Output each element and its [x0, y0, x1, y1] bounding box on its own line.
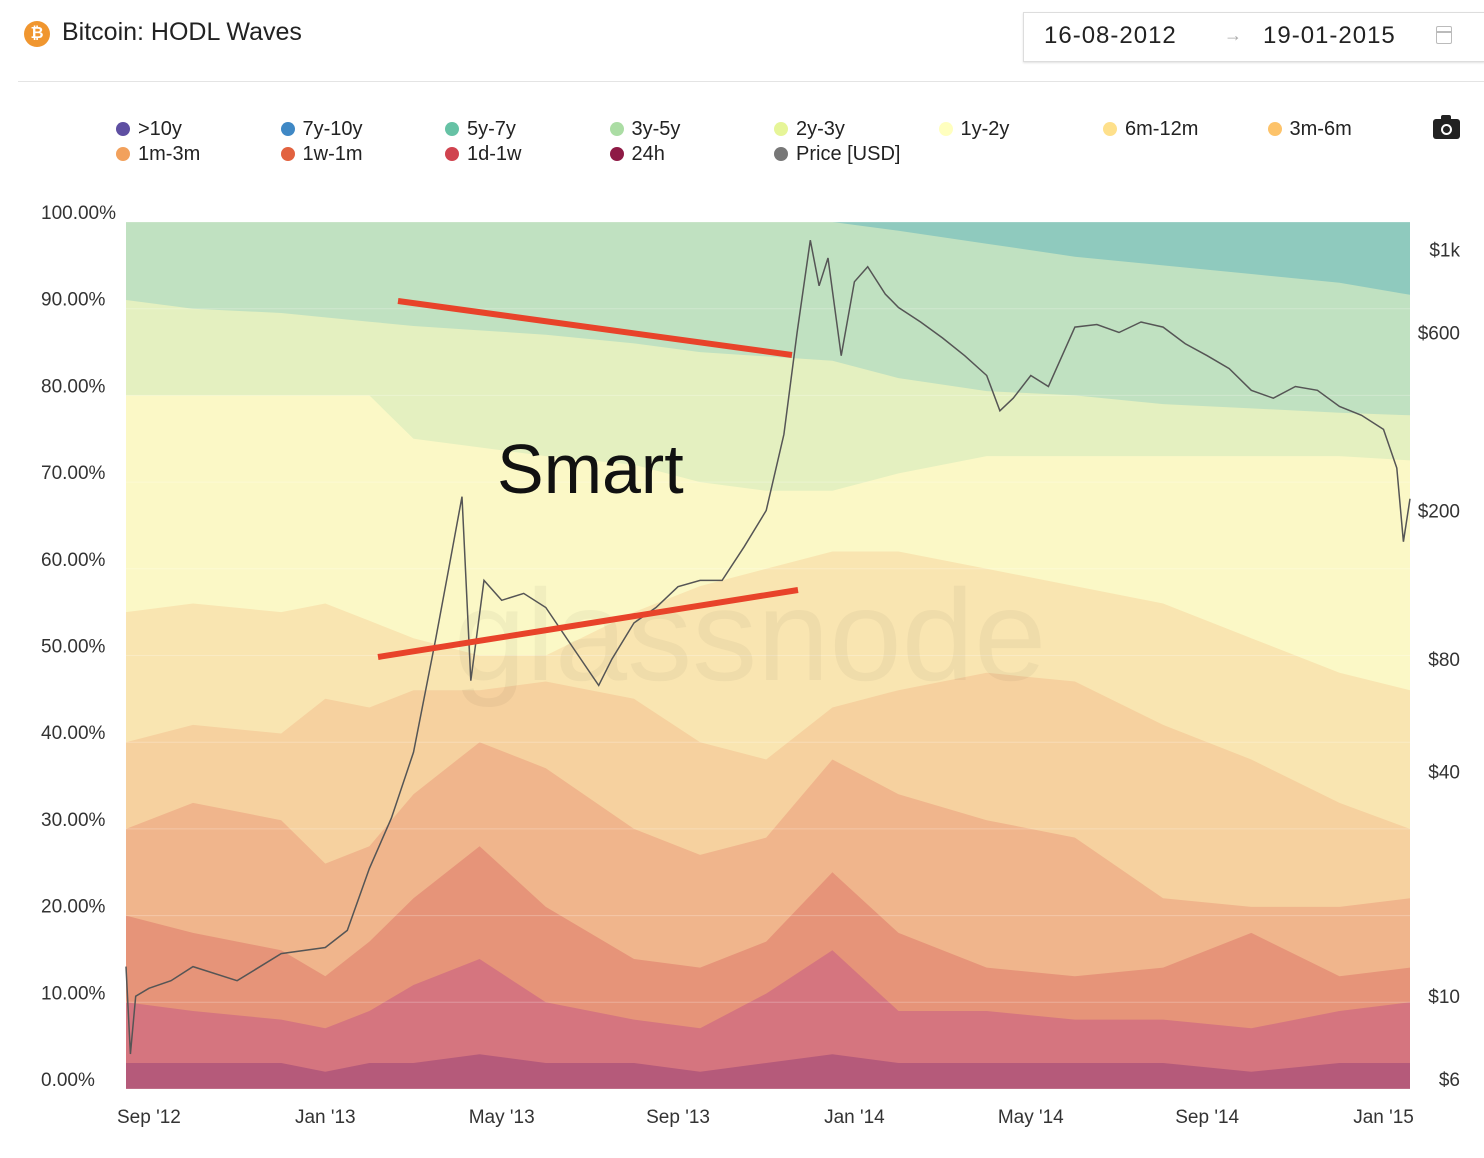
date-to-input[interactable]: 19-01-2015 [1263, 22, 1396, 49]
legend-label: 3m-6m [1289, 118, 1352, 140]
y-right-tick-label: $200 [1418, 502, 1460, 523]
legend-label: 6m-12m [1125, 118, 1199, 140]
page-title: Bitcoin: HODL Waves [62, 18, 302, 46]
legend-dot-icon [1103, 122, 1117, 136]
y-left-tick-label: 80.00% [41, 376, 106, 397]
y-left-tick-label: 90.00% [41, 290, 106, 311]
y-left-tick-label: 60.00% [41, 550, 106, 571]
legend-dot-icon [938, 122, 953, 136]
x-tick-label: Jan '13 [295, 1107, 356, 1128]
date-from-input[interactable]: 16-08-2012 [1044, 22, 1177, 49]
legend-dot-icon [609, 147, 624, 161]
annotation-smart: Smart [497, 430, 684, 508]
legend-dot-icon [445, 147, 459, 161]
legend-label: 1w-1m [302, 143, 363, 165]
arrow-right-icon: → [1224, 25, 1242, 45]
legend-dot-icon [280, 147, 295, 161]
legend-item[interactable]: 1d-1w [445, 143, 521, 166]
y-right-tick-label: $80 [1428, 650, 1460, 671]
legend-label: 24h [631, 143, 665, 165]
legend-item[interactable]: 5y-7y [445, 118, 516, 141]
camera-icon[interactable] [1433, 115, 1460, 139]
y-right-tick-label: $1k [1429, 241, 1460, 262]
legend-dot-icon [280, 122, 295, 136]
legend-label: >10y [138, 118, 182, 140]
annotation-line-upper [397, 298, 793, 358]
annotation-line-lower [377, 587, 799, 660]
calendar-icon[interactable] [1436, 26, 1452, 44]
y-right-tick-label: $6 [1439, 1070, 1460, 1091]
legend-label: 2y-3y [796, 118, 845, 140]
legend-label: 5y-7y [467, 118, 516, 140]
legend-item[interactable]: 3m-6m [1267, 118, 1352, 141]
legend-label: 1d-1w [467, 143, 522, 165]
legend-item[interactable]: 1w-1m [280, 143, 363, 166]
legend-item[interactable]: 24h [609, 143, 665, 166]
legend-item[interactable]: 7y-10y [280, 118, 363, 141]
price-line [125, 240, 1411, 1055]
y-right-tick-label: $600 [1418, 323, 1460, 344]
x-tick-label: Jan '15 [1353, 1107, 1414, 1128]
legend-dot-icon [609, 122, 624, 136]
x-tick-label: Jan '14 [824, 1107, 885, 1128]
legend-item[interactable]: 2y-3y [774, 118, 845, 141]
date-range-picker[interactable]: 16-08-2012 → 19-01-2015 [1023, 12, 1484, 62]
y-right-tick-label: $10 [1428, 987, 1460, 1008]
watermark: glassnode [454, 562, 1047, 708]
legend-label: Price [USD] [796, 143, 901, 165]
legend-label: 7y-10y [302, 118, 363, 140]
x-tick-label: May '14 [998, 1107, 1064, 1128]
legend-item[interactable]: 1y-2y [938, 118, 1010, 141]
legend-item[interactable]: 1m-3m [116, 143, 200, 166]
y-left-tick-label: 100.00% [41, 203, 116, 224]
legend-dot-icon [774, 147, 788, 161]
x-tick-label: May '13 [469, 1107, 535, 1128]
legend-item[interactable]: 6m-12m [1103, 118, 1198, 141]
legend-dot-icon [116, 122, 130, 136]
header-divider [18, 81, 1484, 82]
y-left-tick-label: 50.00% [41, 637, 106, 658]
y-left-tick-label: 10.00% [41, 983, 106, 1004]
y-left-tick-label: 20.00% [41, 897, 106, 918]
header: ₿ Bitcoin: HODL Waves 16-08-2012 → 19-01… [0, 0, 1484, 82]
legend-dot-icon [116, 147, 130, 161]
legend-label: 1y-2y [960, 118, 1010, 140]
band-24h [126, 1054, 1410, 1089]
legend-dot-icon [1267, 122, 1282, 136]
legend-label: 3y-5y [631, 118, 681, 140]
legend-item[interactable]: >10y [116, 118, 182, 141]
y-left-tick-label: 70.00% [41, 463, 106, 484]
legend-item[interactable]: Price [USD] [774, 143, 900, 166]
bitcoin-icon: ₿ [24, 21, 50, 47]
x-tick-label: Sep '12 [117, 1107, 181, 1128]
legend-item[interactable]: 3y-5y [609, 118, 681, 141]
legend-dot-icon [445, 122, 459, 136]
legend-label: 1m-3m [138, 143, 201, 165]
x-tick-label: Sep '14 [1175, 1107, 1239, 1128]
y-left-tick-label: 30.00% [41, 810, 106, 831]
y-right-tick-label: $40 [1428, 762, 1460, 783]
x-tick-label: Sep '13 [646, 1107, 710, 1128]
y-left-tick-label: 40.00% [41, 723, 106, 744]
legend-dot-icon [774, 122, 788, 136]
band-1d-1w [126, 950, 1410, 1089]
chart-legend: >10y 7y-10y 5y-7y 3y-5y 2y-3y 1y-2y 6m-12m 3m-6… [116, 118, 1416, 174]
y-left-tick-label: 0.00% [41, 1070, 95, 1091]
